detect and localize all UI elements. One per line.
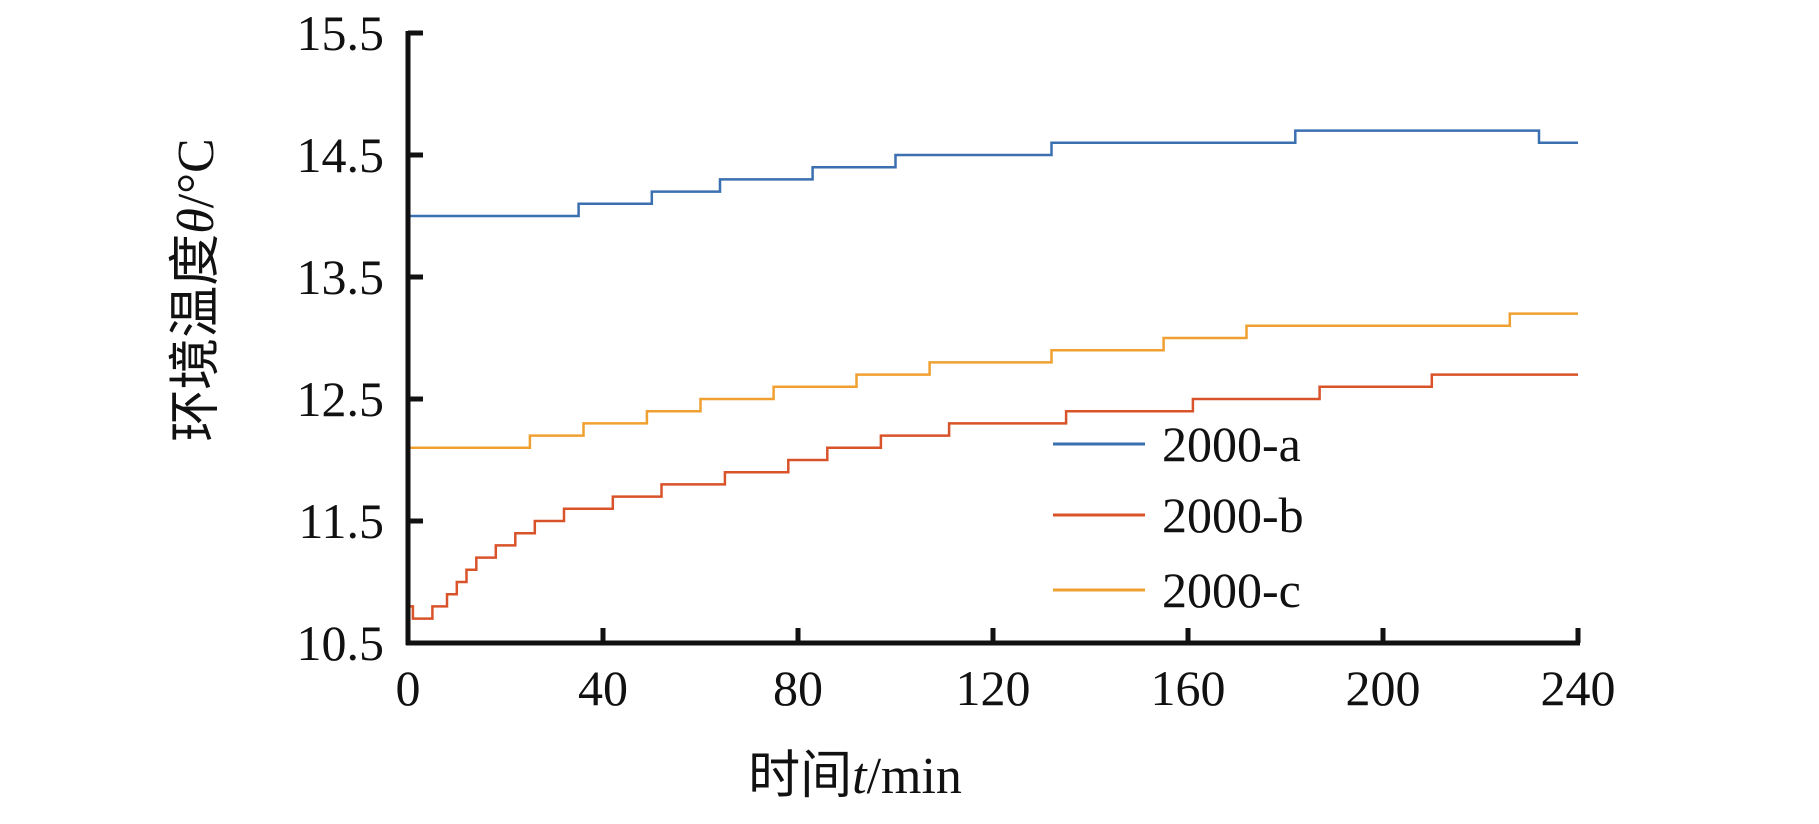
y-axis-title-var: θ: [168, 208, 225, 234]
y-axis-title: 环境温度θ/°C: [168, 138, 225, 442]
y-tick-label: 14.5: [297, 127, 385, 183]
legend-item-c: 2000-c: [1053, 562, 1301, 618]
x-tick-label: 240: [1541, 660, 1616, 716]
y-tick-label: 11.5: [298, 493, 384, 549]
x-axis-title-prefix: 时间: [748, 748, 852, 805]
x-ticks: 0 40 80 120 160 200 240: [396, 628, 1616, 716]
legend-item-a: 2000-a: [1053, 416, 1301, 472]
x-tick-label: 200: [1346, 660, 1421, 716]
x-tick-label: 40: [578, 660, 628, 716]
series-line-2000-c: [408, 312, 1578, 450]
legend-label-c: 2000-c: [1162, 562, 1301, 618]
series-line-2000-b: [408, 373, 1578, 620]
y-tick-label: 12.5: [297, 371, 385, 427]
x-axis-title-var: t: [852, 748, 868, 805]
x-tick-label: 160: [1151, 660, 1226, 716]
x-tick-label: 120: [956, 660, 1031, 716]
y-axis-title-prefix: 环境温度: [168, 234, 225, 442]
y-tick-label: 13.5: [297, 249, 385, 305]
legend-label-b: 2000-b: [1162, 487, 1304, 543]
legend-label-a: 2000-a: [1162, 416, 1301, 472]
y-axis-title-suffix: /°C: [168, 138, 225, 208]
y-tick-label: 15.5: [297, 5, 385, 61]
axes: 10.5 11.5 12.5 13.5 14.5 15.5 0 40 80 120 160 200 2…: [297, 5, 1616, 716]
series-layer: [408, 129, 1578, 620]
y-tick-label: 10.5: [297, 615, 385, 671]
legend: 2000-a 2000-b 2000-c: [1053, 416, 1304, 618]
x-axis-title: 时间t/min: [748, 748, 962, 805]
x-tick-label: 0: [396, 660, 421, 716]
series-line-2000-a: [408, 129, 1578, 218]
y-ticks: 10.5 11.5 12.5 13.5 14.5 15.5: [297, 5, 423, 671]
x-tick-label: 80: [773, 660, 823, 716]
legend-item-b: 2000-b: [1053, 487, 1304, 543]
x-axis-title-suffix: /min: [867, 748, 962, 805]
